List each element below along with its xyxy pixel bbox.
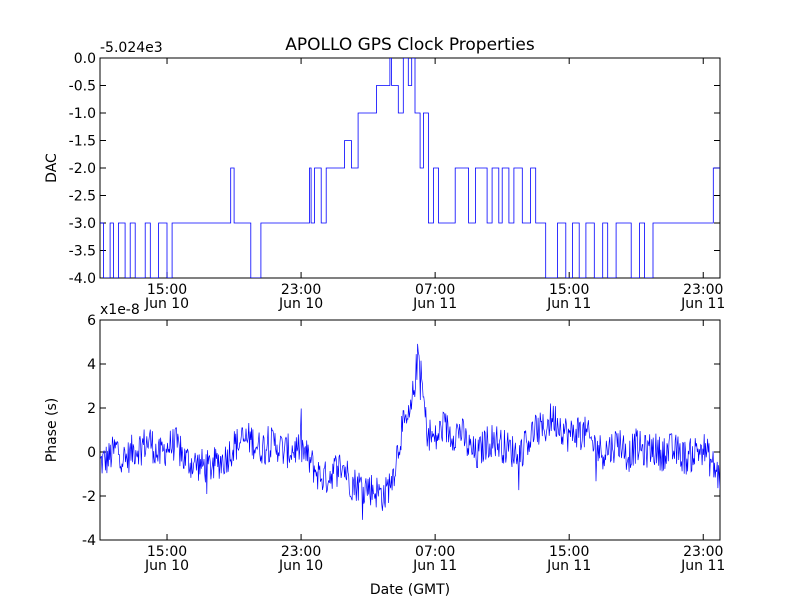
phase-xtick-time-label: 15:00	[549, 544, 589, 560]
dac-xtick-time-label: 15:00	[549, 282, 589, 298]
dac-ytick-label: -1.0	[69, 106, 96, 122]
dac-xtick-date-label: Jun 11	[680, 296, 725, 312]
phase-offset-label: x1e-8	[100, 302, 140, 318]
dac-xtick-time-label: 23:00	[281, 282, 321, 298]
x-axis-label: Date (GMT)	[370, 582, 450, 598]
dac-xtick-date-label: Jun 11	[412, 296, 457, 312]
dac-ytick-label: 0.0	[74, 51, 96, 67]
dac-ytick-label: -4.0	[69, 271, 96, 287]
dac-ytick-label: -2.0	[69, 161, 96, 177]
phase-ytick-label: 2	[87, 401, 96, 417]
dac-offset-label: -5.024e3	[100, 40, 163, 56]
dac-ytick-label: -0.5	[69, 79, 96, 95]
phase-xtick-time-label: 23:00	[683, 544, 723, 560]
phase-plot-frame	[99, 319, 721, 541]
chart-title: APOLLO GPS Clock Properties	[285, 35, 535, 55]
dac-xtick-time-label: 07:00	[415, 282, 455, 298]
dac-axes: 0.0 -0.5 -1.0 -1.5 -2.0 -2.5 -3.0 -3.5 -4.0 15:00…	[44, 40, 725, 312]
dac-ytick-label: -1.5	[69, 134, 96, 150]
dac-series-line	[100, 58, 720, 278]
phase-ytick-label: 4	[87, 357, 96, 373]
dac-ytick-label: -2.5	[69, 189, 96, 205]
dac-xtick-date-label: Jun 10	[278, 296, 323, 312]
dac-ytick-label: -3.5	[69, 244, 96, 260]
phase-series-line	[100, 343, 720, 520]
phase-xtick-date-label: Jun 11	[680, 558, 725, 574]
phase-xtick-date-label: Jun 11	[412, 558, 457, 574]
dac-xtick-date-label: Jun 10	[144, 296, 189, 312]
dac-xtick-date-label: Jun 11	[546, 296, 591, 312]
dac-xtick-time-label: 23:00	[683, 282, 723, 298]
dac-y-axis-label: DAC	[44, 153, 60, 183]
phase-xtick-date-label: Jun 10	[278, 558, 323, 574]
phase-ytick-label: -2	[82, 489, 96, 505]
phase-xtick-time-label: 23:00	[281, 544, 321, 560]
phase-xtick-date-label: Jun 11	[546, 558, 591, 574]
phase-ytick-label: -4	[82, 533, 96, 549]
phase-xtick-date-label: Jun 10	[144, 558, 189, 574]
dac-ytick-label: -3.0	[69, 216, 96, 232]
phase-ytick-label: 6	[87, 313, 96, 329]
phase-ytick-label: 0	[87, 445, 96, 461]
phase-y-axis-label: Phase (s)	[44, 398, 60, 462]
dac-xtick-time-label: 15:00	[147, 282, 187, 298]
phase-xtick-time-label: 15:00	[147, 544, 187, 560]
phase-xtick-time-label: 07:00	[415, 544, 455, 560]
